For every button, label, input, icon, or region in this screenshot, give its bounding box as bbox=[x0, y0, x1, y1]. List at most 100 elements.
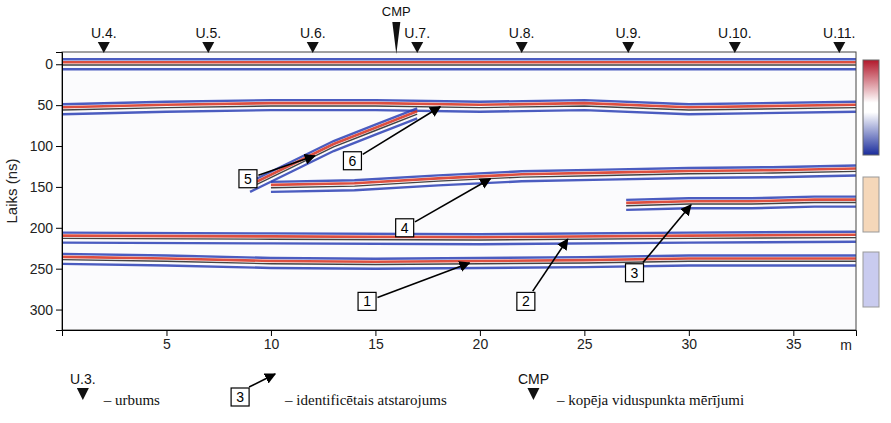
legend-symbol-label: CMP bbox=[518, 371, 549, 387]
y-tick: 300 bbox=[30, 302, 62, 318]
borehole-marker bbox=[98, 42, 110, 53]
borehole-marker bbox=[833, 42, 845, 53]
annotation-label: 6 bbox=[349, 153, 357, 169]
x-tick-label: 10 bbox=[264, 336, 280, 352]
x-axis-title: m bbox=[840, 337, 852, 353]
cmp-marker bbox=[392, 22, 400, 54]
legend-item: CMP – kopēja viduspunkta mērījumi bbox=[518, 371, 744, 408]
reflector bbox=[271, 171, 856, 187]
x-tick: 15 bbox=[368, 330, 384, 352]
y-tick-mark bbox=[56, 269, 62, 270]
borehole-label: U.7. bbox=[404, 25, 430, 41]
x-tick: 35 bbox=[786, 330, 802, 352]
legend-item: 3 – identificētais atstarojums bbox=[231, 374, 447, 408]
reflector bbox=[62, 238, 856, 240]
reflector bbox=[62, 58, 856, 60]
legend: U.3. – urbums 3 – identificētais atstarojum… bbox=[70, 371, 744, 408]
y-tick-label: 200 bbox=[30, 220, 54, 236]
y-tick-label: 50 bbox=[37, 97, 53, 113]
cmp-label: CMP bbox=[382, 4, 411, 19]
legend-symbol-label: 3 bbox=[236, 389, 244, 405]
x-tick: 25 bbox=[577, 330, 593, 352]
x-tick: 10 bbox=[264, 330, 280, 352]
x-axis: 5 10 15 20 25 30 35 bbox=[63, 330, 857, 352]
x-tick-label: 30 bbox=[682, 336, 698, 352]
annotation-arrow bbox=[258, 156, 314, 175]
annotation-box bbox=[396, 219, 414, 237]
borehole-label: U.9. bbox=[615, 25, 641, 41]
x-tick: 5 bbox=[163, 330, 171, 352]
plot-background bbox=[62, 52, 856, 330]
reflector bbox=[62, 235, 856, 237]
borehole-label: U.5. bbox=[195, 25, 221, 41]
chart: 5101520253035050100150200250300Laiks (ns… bbox=[0, 0, 891, 423]
legend-text: – urbums bbox=[103, 392, 160, 408]
y-tick: 250 bbox=[30, 261, 62, 277]
annotation-label: 4 bbox=[401, 220, 409, 236]
annotation-box bbox=[239, 170, 257, 188]
color-bar-section bbox=[863, 177, 879, 232]
legend-text: – kopēja viduspunkta mērījumi bbox=[556, 392, 744, 408]
annotation-box bbox=[626, 264, 644, 282]
x-tick: 20 bbox=[473, 330, 489, 352]
legend-symbol-label: U.3. bbox=[70, 371, 96, 387]
y-tick-mark bbox=[56, 64, 62, 65]
annotation-label: 5 bbox=[244, 171, 252, 187]
annotation-arrow bbox=[377, 263, 469, 298]
y-tick-label: 100 bbox=[30, 138, 54, 154]
reflector bbox=[250, 111, 417, 185]
y-axis: 0 50 100 150 200 250 300 bbox=[30, 53, 63, 331]
reflector bbox=[62, 110, 856, 114]
borehole-label: U.4. bbox=[91, 25, 117, 41]
y-axis-line bbox=[56, 53, 63, 331]
legend-item: U.3. – urbums bbox=[70, 371, 160, 408]
reflector bbox=[62, 106, 856, 110]
y-tick-label: 150 bbox=[30, 179, 54, 195]
reflector bbox=[62, 68, 856, 70]
reflector bbox=[62, 64, 856, 65]
y-axis-title: Laiks (ns) bbox=[3, 158, 20, 223]
y-tick-label: 300 bbox=[30, 302, 54, 318]
y-tick-mark bbox=[56, 187, 62, 188]
annotation-box bbox=[358, 292, 376, 310]
y-tick: 100 bbox=[30, 138, 62, 154]
borehole-label: U.11. bbox=[823, 25, 855, 41]
annotation-label: 2 bbox=[522, 293, 530, 309]
annotation-box bbox=[517, 292, 535, 310]
borehole-label: U.10. bbox=[718, 25, 751, 41]
annotations: 1 2 3 4 5 6 bbox=[239, 107, 691, 311]
legend-arrow bbox=[249, 374, 275, 387]
reflector bbox=[62, 232, 856, 234]
plot-frame bbox=[62, 52, 856, 330]
x-tick-label: 5 bbox=[163, 336, 171, 352]
reflector bbox=[62, 242, 856, 244]
legend-triangle bbox=[77, 388, 89, 400]
x-tick-label: 35 bbox=[786, 336, 802, 352]
annotation-label: 3 bbox=[631, 265, 639, 281]
borehole-marker bbox=[516, 42, 528, 53]
annotation-label: 1 bbox=[363, 293, 371, 309]
y-tick-mark bbox=[56, 228, 62, 229]
color-bar-section bbox=[863, 252, 879, 307]
borehole-label: U.8. bbox=[509, 25, 535, 41]
legend-text: – identificētais atstarojums bbox=[284, 392, 447, 408]
x-tick: 30 bbox=[682, 330, 698, 352]
x-tick-label: 15 bbox=[368, 336, 384, 352]
legend-box bbox=[231, 388, 249, 406]
y-tick: 50 bbox=[37, 97, 62, 113]
borehole-marker bbox=[411, 42, 423, 53]
y-tick: 0 bbox=[45, 56, 62, 72]
borehole-marker bbox=[729, 42, 741, 53]
reflector bbox=[626, 207, 856, 210]
borehole-marker bbox=[307, 42, 319, 53]
y-tick-mark bbox=[56, 105, 62, 106]
annotation-box bbox=[343, 152, 361, 170]
y-tick-label: 0 bbox=[45, 56, 53, 72]
borehole-label: U.6. bbox=[300, 25, 326, 41]
annotation-arrow bbox=[363, 107, 440, 155]
x-tick-label: 20 bbox=[473, 336, 489, 352]
annotation-arrow bbox=[643, 205, 691, 263]
reflector bbox=[62, 61, 856, 64]
reflector bbox=[626, 202, 856, 205]
reflector bbox=[250, 114, 417, 188]
